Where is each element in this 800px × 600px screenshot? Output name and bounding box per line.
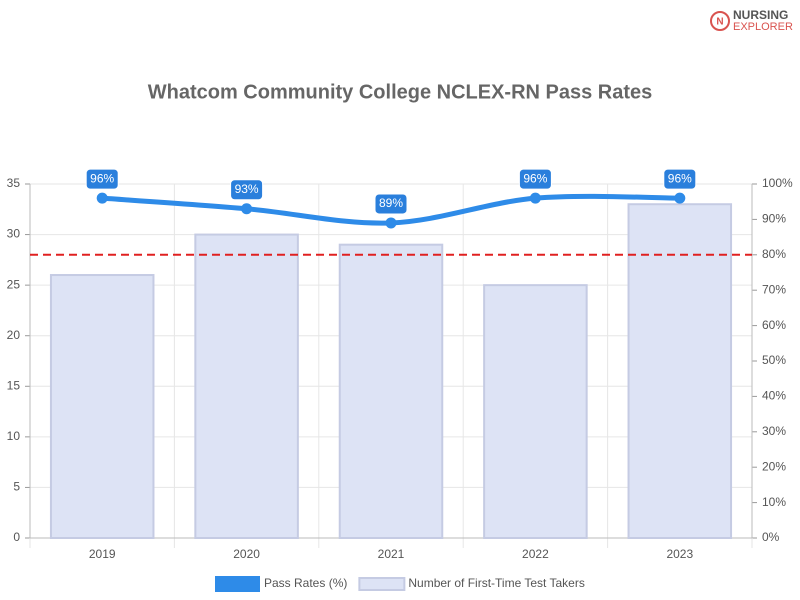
x-tick-label: 2019 [89,547,116,561]
y2-tick-label: 0% [762,530,780,544]
data-label: 93% [235,182,259,196]
legend-label: Pass Rates (%) [264,576,347,590]
y-tick-label: 20 [7,328,21,342]
y2-tick-label: 60% [762,318,786,332]
y2-tick-label: 100% [762,176,793,190]
data-label-box [374,193,408,215]
y2-tick-label: 70% [762,282,786,296]
x-tick-label: 2023 [666,547,693,561]
legend-swatch [215,576,260,592]
x-tick-label: 2020 [233,547,260,561]
bar [49,274,155,539]
y-tick-label: 35 [7,176,21,190]
data-label: 89% [379,196,403,210]
data-label-box [663,168,697,190]
line-point [674,192,686,204]
line-point [241,203,253,215]
bar [338,243,444,540]
y-tick-label: 10 [7,429,21,443]
data-label-box [518,168,552,190]
y2-tick-label: 20% [762,459,786,473]
y-tick-label: 15 [7,378,21,392]
logo-line2: EXPLORER [733,21,793,33]
logo: N NURSING EXPLORER [710,8,793,33]
logo-icon [710,11,730,31]
y2-tick-label: 80% [762,247,786,261]
y-tick-label: 0 [13,530,20,544]
line-point [96,192,108,204]
x-tick-label: 2021 [378,547,405,561]
data-label: 96% [668,171,692,185]
y2-tick-label: 10% [762,495,786,509]
y-tick-label: 30 [7,227,21,241]
line-point [529,192,541,204]
legend-label: Number of First-Time Test Takers [408,576,584,590]
data-label-box [85,168,119,190]
logo-mark: N [716,17,723,28]
data-label: 96% [523,171,547,185]
chart-title: Whatcom Community College NCLEX-RN Pass … [148,81,653,103]
bar [627,203,733,539]
y-tick-label: 25 [7,277,21,291]
y2-tick-label: 90% [762,212,786,226]
legend-swatch [358,577,406,591]
data-label: 96% [90,171,114,185]
y2-tick-label: 30% [762,424,786,438]
line-point [385,217,397,229]
y-tick-label: 5 [13,480,20,494]
bar [483,284,588,539]
y2-tick-label: 50% [762,353,786,367]
bar [194,233,299,539]
y2-tick-label: 40% [762,389,786,403]
logo-line1: NURSING [733,8,788,22]
x-tick-label: 2022 [522,547,549,561]
data-label-box [230,179,264,201]
